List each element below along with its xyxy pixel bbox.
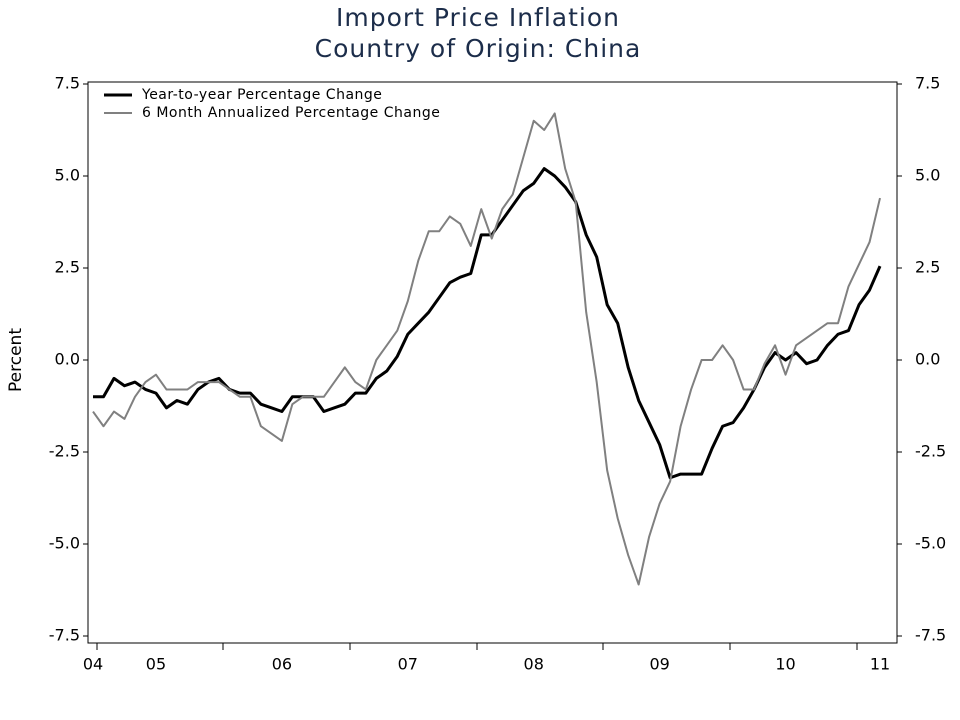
y-tick-label: 5.0: [55, 166, 80, 185]
y2-tick-label: -7.5: [915, 626, 946, 645]
y2-tick-label: -5.0: [915, 534, 946, 553]
y-tick-label: -2.5: [49, 442, 80, 461]
y2-tick-label: 5.0: [915, 166, 940, 185]
chart-title: Import Price Inflation: [336, 3, 620, 32]
plot-frame: [87, 81, 898, 644]
x-tick-label: 06: [272, 655, 292, 674]
y2-tick-label: 2.5: [915, 258, 940, 277]
x-tick-label: 10: [775, 655, 795, 674]
legend-label: Year-to-year Percentage Change: [141, 87, 382, 103]
legend-label: 6 Month Annualized Percentage Change: [142, 105, 440, 121]
y2-tick-label: -2.5: [915, 442, 946, 461]
y-tick-label: -7.5: [49, 626, 80, 645]
x-tick-label: 07: [398, 655, 418, 674]
x-axis-ticks: [96, 643, 858, 650]
chart-subtitle: Country of Origin: China: [315, 34, 642, 63]
x-tick-label: 08: [524, 655, 544, 674]
series-line: [93, 167, 882, 480]
y-tick-label: 7.5: [55, 74, 80, 93]
y-tick-label: 2.5: [55, 258, 80, 277]
series-line: [92, 112, 881, 586]
y-tick-label: -5.0: [49, 534, 80, 553]
y-tick-label: 0.0: [55, 350, 80, 369]
x-tick-label: 04: [83, 655, 103, 674]
x-tick-label: 09: [649, 655, 669, 674]
x-tick-label: 11: [870, 655, 890, 674]
y2-tick-label: 7.5: [915, 74, 940, 93]
y2-tick-label: 0.0: [915, 350, 940, 369]
y-axis-label: Percent: [6, 328, 26, 392]
x-tick-label: 05: [146, 655, 166, 674]
